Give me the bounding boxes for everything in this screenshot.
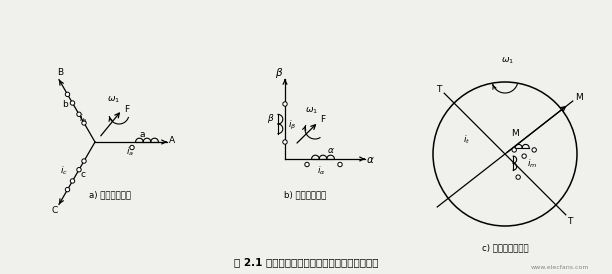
Circle shape xyxy=(283,102,287,106)
Text: F: F xyxy=(321,115,326,124)
Text: B: B xyxy=(57,68,63,77)
Text: M: M xyxy=(511,129,519,138)
Text: $\omega_1$: $\omega_1$ xyxy=(305,106,318,116)
Text: $i_b$: $i_b$ xyxy=(79,112,88,125)
Text: $\omega_1$: $\omega_1$ xyxy=(107,95,120,105)
Text: $i_\alpha$: $i_\alpha$ xyxy=(317,164,326,176)
Circle shape xyxy=(70,179,75,183)
Text: $\omega_1$: $\omega_1$ xyxy=(501,55,514,65)
Circle shape xyxy=(338,162,342,167)
Text: C: C xyxy=(52,206,58,215)
Text: $\beta$: $\beta$ xyxy=(267,112,275,125)
Circle shape xyxy=(130,145,134,150)
Circle shape xyxy=(305,162,309,167)
Text: $i_a$: $i_a$ xyxy=(126,146,134,158)
Circle shape xyxy=(516,175,520,179)
Text: $i_c$: $i_c$ xyxy=(60,165,68,177)
Circle shape xyxy=(76,167,81,172)
Circle shape xyxy=(70,101,75,105)
Text: a) 三相交流绕组: a) 三相交流绕组 xyxy=(89,190,131,199)
Circle shape xyxy=(512,148,517,152)
Text: www.elecfans.com: www.elecfans.com xyxy=(531,265,589,270)
Text: $i_m$: $i_m$ xyxy=(527,158,537,170)
Text: $i_\beta$: $i_\beta$ xyxy=(288,118,296,132)
Text: c) 旋转的直流绕组: c) 旋转的直流绕组 xyxy=(482,243,528,252)
Text: $i_t$: $i_t$ xyxy=(463,134,470,147)
Text: c: c xyxy=(81,170,86,179)
Text: $\alpha$: $\alpha$ xyxy=(366,155,375,165)
Text: F: F xyxy=(124,105,129,114)
Circle shape xyxy=(522,154,526,158)
Circle shape xyxy=(76,112,81,116)
Text: $\beta$: $\beta$ xyxy=(275,66,283,80)
Text: $\alpha$: $\alpha$ xyxy=(327,146,335,155)
Text: 图 2.1 等效的交流电机绕组和直流电机物理模型: 图 2.1 等效的交流电机绕组和直流电机物理模型 xyxy=(234,257,378,267)
Text: T: T xyxy=(567,217,572,226)
Circle shape xyxy=(532,148,536,152)
Text: b) 两相交流绕组: b) 两相交流绕组 xyxy=(284,190,326,199)
Circle shape xyxy=(283,140,287,144)
Text: T: T xyxy=(436,85,442,94)
Circle shape xyxy=(82,159,86,163)
Circle shape xyxy=(65,187,70,192)
Text: b: b xyxy=(62,100,68,109)
Text: A: A xyxy=(169,136,175,145)
Text: M: M xyxy=(575,93,583,102)
Circle shape xyxy=(82,121,86,125)
Text: a: a xyxy=(139,130,144,139)
Circle shape xyxy=(65,92,70,96)
